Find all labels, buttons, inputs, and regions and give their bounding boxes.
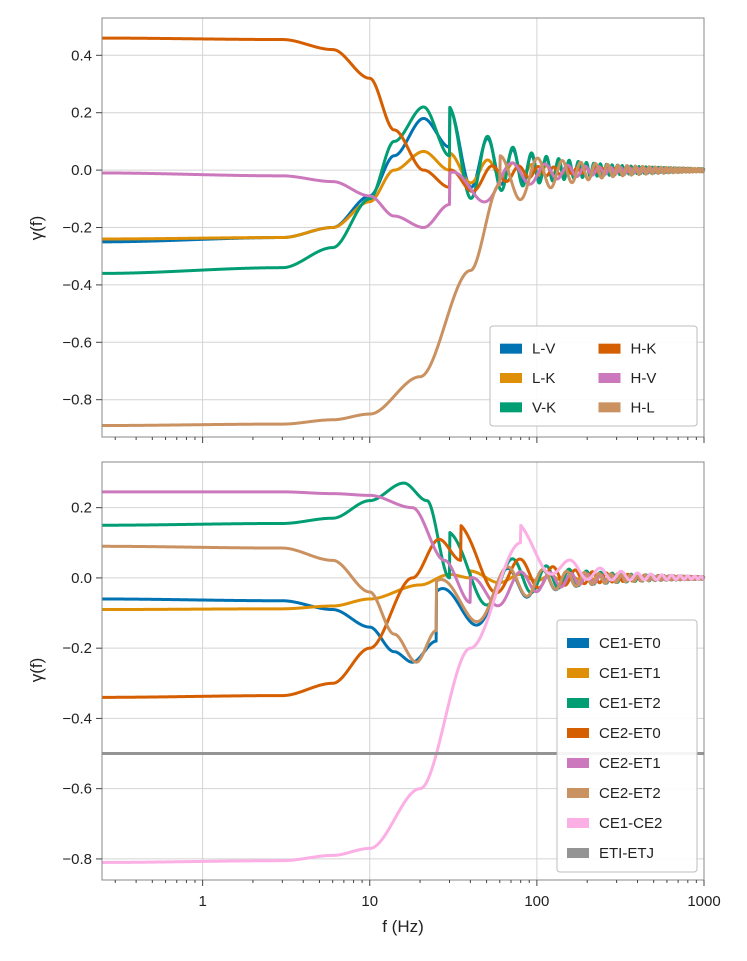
legend-label-ce1-et1: CE1-ET1	[599, 665, 661, 682]
y-tick-label: 0.4	[71, 47, 92, 64]
legend-label-h-k: H-K	[631, 341, 657, 358]
legend-swatch-ce2-et0	[567, 728, 589, 738]
y-tick-label: −0.2	[62, 640, 92, 657]
y-tick-label: −0.4	[62, 277, 92, 294]
legend-swatch-h-k	[598, 343, 621, 354]
y-tick-label: −0.2	[62, 220, 92, 237]
legend-swatch-l-k	[500, 373, 522, 383]
legend-label-ce2-et0: CE2-ET0	[599, 725, 661, 742]
series-line-ce2-et2	[100, 544, 706, 664]
legend-label-ce1-et2: CE1-ET2	[599, 695, 661, 712]
top-panel: 0.4 0.2 0.0 −0.2 −0.4 −0.6 −0.8 L-V L-K V-K H-K H-…	[62, 17, 706, 443]
y-tick-label: −0.4	[62, 710, 92, 727]
y-tick-label: 0.0	[71, 570, 92, 587]
legend-label-ce2-et2: CE2-ET2	[599, 785, 661, 802]
legend-swatch-ce1-ce2	[567, 818, 589, 828]
legend-box	[556, 619, 698, 873]
legend-swatch-ce1-et2	[567, 698, 589, 708]
bottom-legend: CE1-ET0 CE1-ET1 CE1-ET2 CE2-ET0 CE2-ET1 CE2-E…	[556, 619, 698, 873]
legend-label-l-k: L-K	[532, 370, 555, 387]
legend-swatch-v-k	[500, 402, 522, 413]
top-y-axis-label: γ(f)	[27, 216, 46, 241]
legend-swatch-h-v	[598, 373, 621, 383]
y-tick-label: −0.6	[62, 334, 92, 351]
x-tick-label: 10	[361, 893, 378, 910]
y-tick-label: −0.6	[62, 781, 92, 798]
series-line-ce1-ce2	[100, 523, 706, 864]
legend-label-ce2-et1: CE2-ET1	[599, 755, 661, 772]
legend-swatch-ce1-et1	[567, 668, 589, 678]
x-tick-label: 1000	[687, 893, 720, 910]
series-line-h-l	[100, 154, 706, 428]
legend-swatch-ce2-et1	[567, 758, 589, 768]
legend-swatch-ce1-et0	[567, 638, 589, 648]
x-tick-label: 100	[524, 893, 549, 910]
plot-frame	[101, 461, 705, 881]
legend-swatch-l-v	[500, 343, 522, 354]
legend-label-eti-etj: ETI-ETJ	[599, 845, 654, 862]
bottom-panel: 1 10 100 1000 0.2 0.0 −0.2 −0.4 −0.6 −0.8 CE1-ET0…	[62, 461, 721, 910]
legend-swatch-eti-etj	[567, 848, 589, 858]
legend-swatch-h-l	[598, 402, 621, 413]
legend-label-h-v: H-V	[631, 370, 657, 387]
bottom-y-axis-label: γ(f)	[27, 658, 46, 683]
legend-box	[489, 325, 698, 427]
top-legend: L-V L-K V-K H-K H-V H-L	[489, 325, 698, 427]
legend-label-h-l: H-L	[631, 399, 655, 416]
x-tick-label: 1	[198, 893, 206, 910]
y-tick-label: 0.2	[71, 500, 92, 517]
y-tick-label: 0.0	[71, 162, 92, 179]
y-tick-label: 0.2	[71, 105, 92, 122]
legend-label-l-v: L-V	[532, 341, 555, 358]
legend-label-v-k: V-K	[532, 399, 556, 416]
y-tick-label: −0.8	[62, 392, 92, 409]
x-axis-label: f (Hz)	[382, 917, 424, 936]
legend-label-ce1-et0: CE1-ET0	[599, 635, 661, 652]
legend-swatch-ce2-et2	[567, 788, 589, 798]
legend-label-ce1-ce2: CE1-CE2	[599, 815, 662, 832]
y-tick-label: −0.8	[62, 851, 92, 868]
